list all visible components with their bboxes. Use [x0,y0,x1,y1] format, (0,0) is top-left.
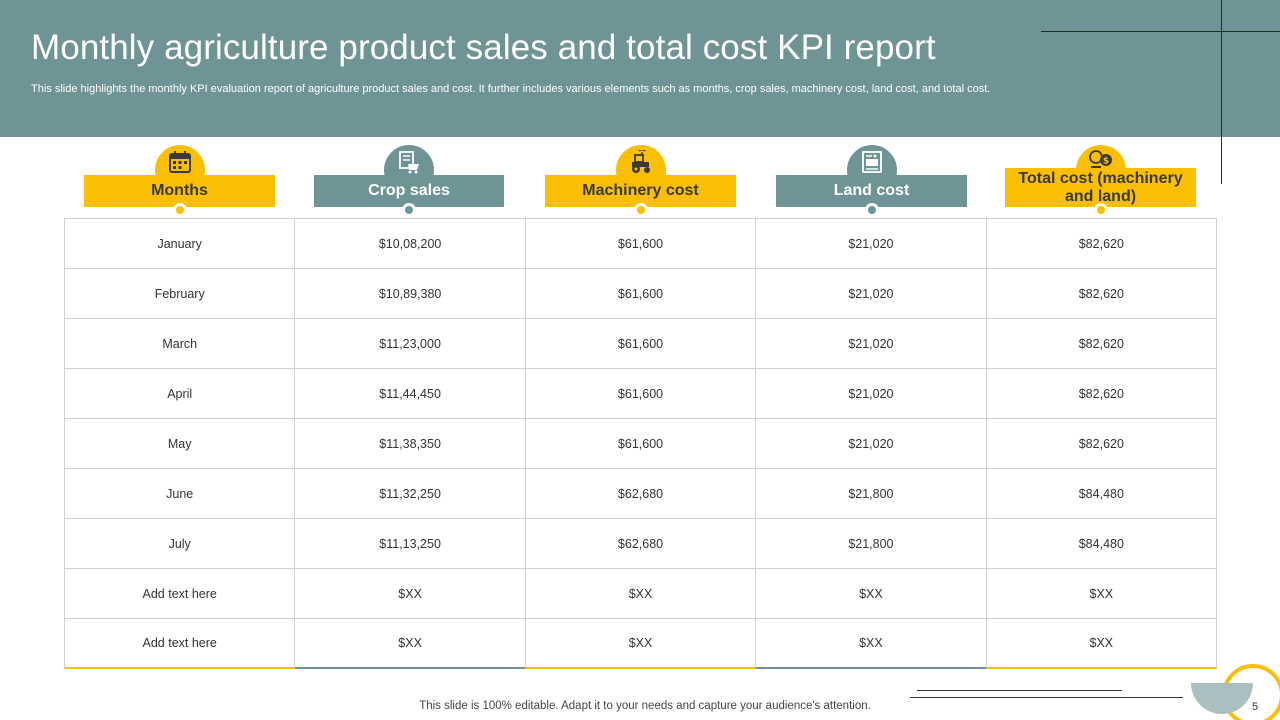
column-header-label: Total cost (machinery and land) [1005,168,1196,207]
cell-machinery-cost: $XX [525,619,757,669]
cell-total-cost: $82,620 [986,419,1218,469]
cell-land-cost: $21,020 [756,369,987,419]
page-number: 5 [1252,701,1259,713]
decorative-line [910,697,1183,698]
cell-crop-sales: $10,08,200 [295,219,526,269]
table-row: April $11,44,450 $61,600 $21,020 $82,620 [65,369,1218,419]
cell-month: January [65,219,296,269]
cell-land-cost: $21,020 [756,269,987,319]
cell-crop-sales: $11,32,250 [295,469,526,519]
cell-total-cost: $84,480 [986,469,1218,519]
cell-machinery-cost: $61,600 [525,369,757,419]
cell-month: May [65,419,296,469]
cell-crop-sales: $11,38,350 [295,419,526,469]
cell-land-cost: $XX [756,619,987,669]
header-dot [633,203,648,217]
table-row: January $10,08,200 $61,600 $21,020 $82,620 [65,219,1218,269]
column-header-label: Land cost [776,175,967,207]
table-row: March $11,23,000 $61,600 $21,020 $82,620 [65,319,1218,369]
cell-total-cost: $82,620 [986,219,1218,269]
column-header-label: Months [84,175,275,207]
page-title: Monthly agriculture product sales and to… [31,28,936,67]
cell-land-cost: $21,020 [756,419,987,469]
decorative-line [917,690,1122,691]
cell-land-cost: $21,800 [756,519,987,569]
cell-machinery-cost: $61,600 [525,219,757,269]
cell-land-cost: $XX [756,569,987,619]
cell-month: July [65,519,296,569]
cell-month: March [65,319,296,369]
column-header-crop-sales: Crop sales [314,145,504,217]
cell-total-cost: $82,620 [986,369,1218,419]
cell-month: April [65,369,296,419]
decorative-line [1041,31,1280,32]
cell-machinery-cost: $62,680 [525,469,757,519]
header-dot [864,203,879,217]
cell-machinery-cost: $61,600 [525,269,757,319]
cell-crop-sales: $11,44,450 [295,369,526,419]
column-header-months: Months [84,145,275,217]
cell-month: Add text here [65,619,296,669]
cell-crop-sales: $XX [295,619,526,669]
table-row: Add text here $XX $XX $XX $XX [65,619,1218,669]
cell-machinery-cost: $61,600 [525,419,757,469]
column-header-label: Crop sales [314,175,504,207]
footer-note: This slide is 100% editable. Adapt it to… [419,700,871,712]
cell-machinery-cost: $XX [525,569,757,619]
cell-land-cost: $21,020 [756,219,987,269]
cell-machinery-cost: $62,680 [525,519,757,569]
cell-total-cost: $82,620 [986,319,1218,369]
cell-land-cost: $21,800 [756,469,987,519]
kpi-table: January $10,08,200 $61,600 $21,020 $82,620 Fe… [64,218,1218,669]
cell-crop-sales: $11,13,250 [295,519,526,569]
column-header-land-cost: Land cost [776,145,967,217]
cell-month: June [65,469,296,519]
cell-month: Add text here [65,569,296,619]
cell-month: February [65,269,296,319]
column-header-total-cost: $ Total cost (machinery and land) [1005,145,1196,217]
cell-total-cost: $XX [986,619,1218,669]
table-row: June $11,32,250 $62,680 $21,800 $84,480 [65,469,1218,519]
title-banner: Monthly agriculture product sales and to… [0,0,1280,137]
svg-text:$: $ [1102,157,1108,167]
header-dot [1093,203,1108,217]
cell-total-cost: $XX [986,569,1218,619]
cell-total-cost: $82,620 [986,269,1218,319]
table-row: May $11,38,350 $61,600 $21,020 $82,620 [65,419,1218,469]
column-header-machinery-cost: Machinery cost [545,145,736,217]
column-header-label: Machinery cost [545,175,736,207]
cell-machinery-cost: $61,600 [525,319,757,369]
table-row: July $11,13,250 $62,680 $21,800 $84,480 [65,519,1218,569]
page-subtitle: This slide highlights the monthly KPI ev… [31,83,991,95]
cell-land-cost: $21,020 [756,319,987,369]
cell-crop-sales: $10,89,380 [295,269,526,319]
table-row: Add text here $XX $XX $XX $XX [65,569,1218,619]
cell-crop-sales: $11,23,000 [295,319,526,369]
header-dot [172,203,187,217]
decorative-line [1221,0,1222,184]
header-dot [402,203,416,217]
cell-total-cost: $84,480 [986,519,1218,569]
cell-crop-sales: $XX [295,569,526,619]
table-row: February $10,89,380 $61,600 $21,020 $82,620 [65,269,1218,319]
